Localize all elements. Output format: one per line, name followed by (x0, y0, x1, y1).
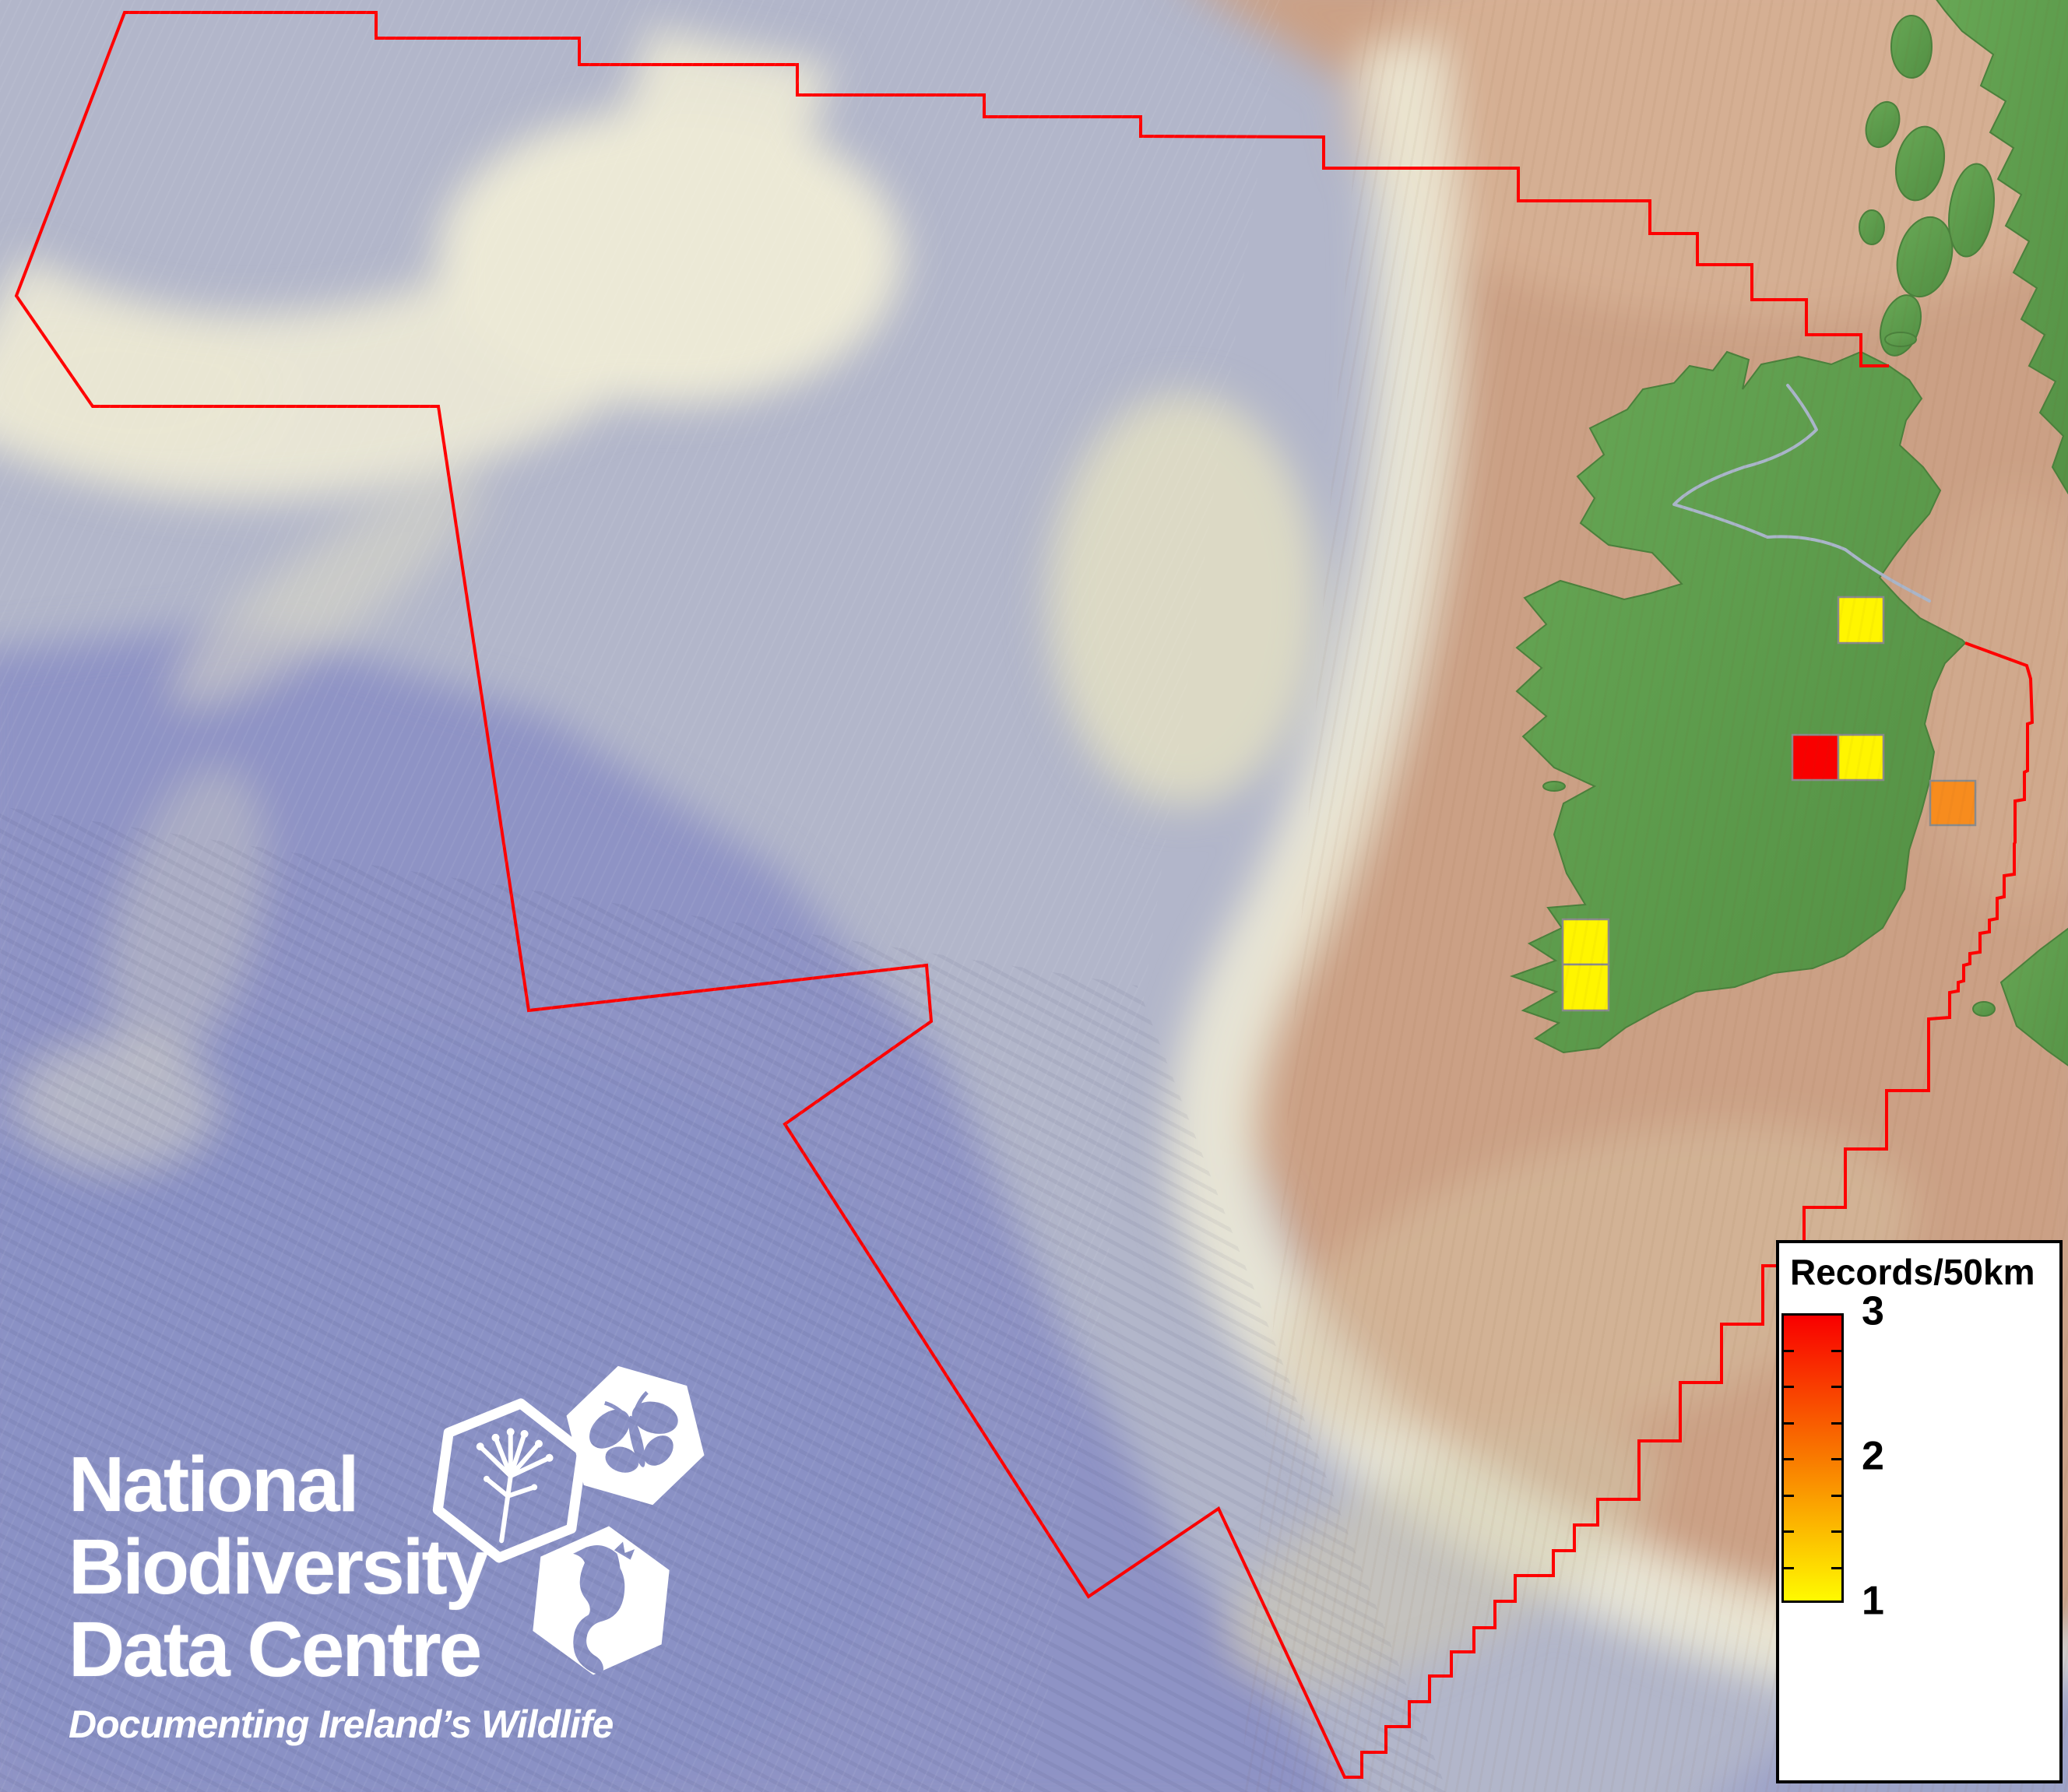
legend-tick (1831, 1566, 1841, 1569)
ireland-landmass (1510, 350, 1967, 1054)
plant-icon (432, 1398, 588, 1563)
legend-tick (1831, 1530, 1841, 1533)
legend-tick (1784, 1421, 1794, 1425)
legend: Records/50km 3 2 1 (1776, 1240, 2063, 1783)
legend-tick (1831, 1349, 1841, 1352)
aran-islands (1542, 781, 1566, 792)
legend-tick (1784, 1566, 1794, 1569)
logo-hexagons (432, 1365, 705, 1675)
seahorse-icon (533, 1526, 670, 1675)
rathlin-island (1884, 332, 1917, 347)
porcupine-bank (1047, 393, 1320, 806)
logo-line-2: Biodiversity (69, 1523, 488, 1611)
nbdc-logo: National Biodiversity Data Centre Docume… (69, 1365, 705, 1747)
legend-tick (1831, 1494, 1841, 1497)
record-grid-square (1929, 779, 1977, 827)
record-grid-square (1561, 963, 1610, 1012)
eez-boundary-line (14, 11, 2035, 1779)
legend-tick (1784, 1386, 1794, 1388)
record-grid-square (1561, 918, 1610, 966)
wales-landmass (1999, 927, 2068, 1066)
logo-line-3: Data Centre (69, 1606, 482, 1693)
logo-line-1: National (69, 1441, 359, 1528)
legend-tick (1784, 1458, 1794, 1460)
logo-tagline: Documenting Ireland’s Wildlife (69, 1702, 614, 1746)
legend-title: Records/50km (1790, 1252, 2035, 1292)
legend-label-1: 1 (1862, 1578, 1884, 1624)
record-squares-layer (1561, 596, 1977, 1012)
legend-tick (1784, 1530, 1794, 1533)
landmasses (1510, 0, 2068, 1066)
ni-border-line (1672, 384, 1931, 603)
legend-label-2: 2 (1862, 1433, 1884, 1479)
legend-tick (1831, 1458, 1841, 1460)
shelf-break-rim (1169, 41, 2068, 1730)
legend-label-3: 3 (1862, 1288, 1884, 1334)
record-grid-square (1837, 733, 1885, 782)
record-grid-square (1837, 596, 1885, 645)
legend-tick (1784, 1349, 1794, 1352)
record-grid-square (1791, 733, 1840, 782)
legend-tick (1784, 1494, 1794, 1497)
legend-tick (1831, 1421, 1841, 1425)
legend-tick (1831, 1386, 1841, 1388)
scotland-landmass (1936, 0, 2068, 495)
butterfly-icon (566, 1365, 705, 1506)
